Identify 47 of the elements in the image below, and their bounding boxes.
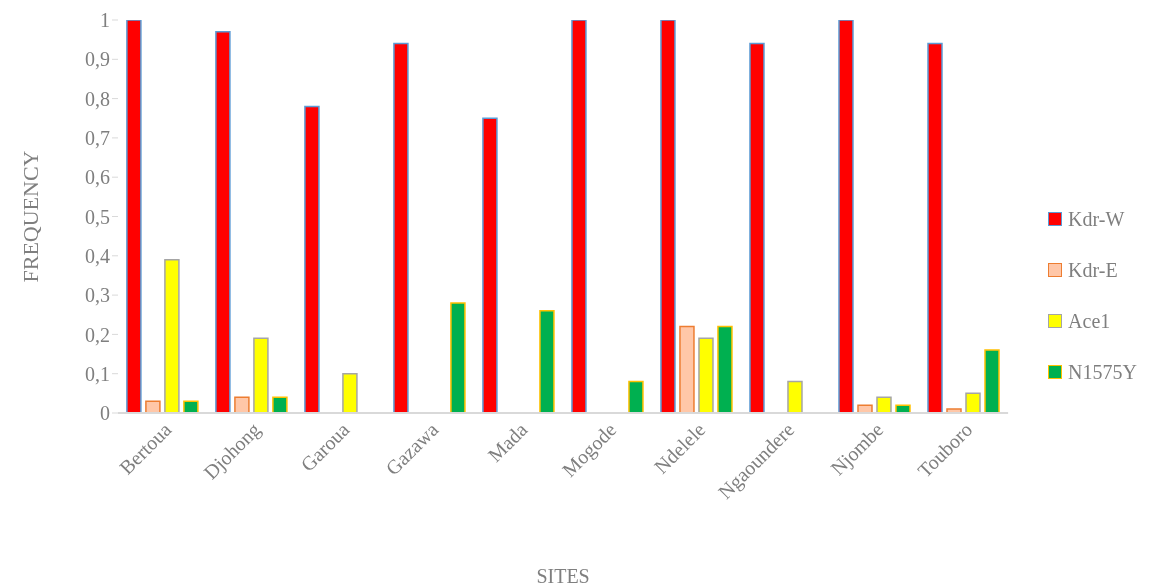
legend-label: Kdr-W	[1068, 207, 1125, 231]
bar	[965, 392, 981, 413]
bar	[679, 325, 695, 413]
bar	[698, 337, 714, 413]
bar	[482, 117, 498, 413]
bar	[787, 380, 803, 413]
y-tick-label: 0,4	[85, 244, 110, 267]
bar	[304, 105, 320, 413]
bar	[984, 349, 1000, 413]
bar	[628, 380, 644, 413]
y-tick-label: 0,7	[85, 127, 110, 149]
x-axis-title: SITES	[536, 565, 590, 583]
y-tick-label: 0,5	[85, 205, 110, 228]
bar	[876, 396, 892, 413]
y-tick-label: 0	[100, 402, 110, 425]
bar	[895, 404, 911, 413]
legend-label: N1575Y	[1068, 360, 1137, 384]
bar	[749, 42, 765, 413]
bar	[571, 20, 587, 413]
legend-label: Ace1	[1068, 309, 1111, 333]
bar	[946, 408, 962, 413]
y-tick-label: 0,3	[85, 284, 110, 307]
bar	[126, 20, 142, 413]
y-tick-label: 0,9	[85, 48, 110, 71]
bar	[450, 302, 466, 413]
bar	[838, 20, 854, 413]
y-tick-label: 0,6	[85, 166, 110, 189]
bar	[717, 325, 733, 413]
bar	[215, 31, 231, 413]
y-tick-label: 0,2	[85, 323, 110, 346]
bar	[145, 400, 161, 413]
bar	[183, 400, 199, 413]
bar	[253, 337, 269, 413]
bar	[234, 396, 250, 413]
y-axis-title: FREQUENCY	[17, 150, 43, 283]
bar	[393, 42, 409, 413]
legend-label: Kdr-E	[1068, 258, 1118, 282]
bar	[857, 404, 873, 413]
y-tick-label: 1	[100, 9, 110, 32]
bar	[660, 20, 676, 413]
bar	[927, 42, 943, 413]
bar	[164, 258, 180, 413]
y-tick-label: 0,1	[85, 362, 110, 385]
y-tick-label: 0,8	[85, 87, 110, 110]
bar	[272, 396, 288, 413]
bar	[342, 372, 358, 413]
bar	[539, 310, 555, 413]
